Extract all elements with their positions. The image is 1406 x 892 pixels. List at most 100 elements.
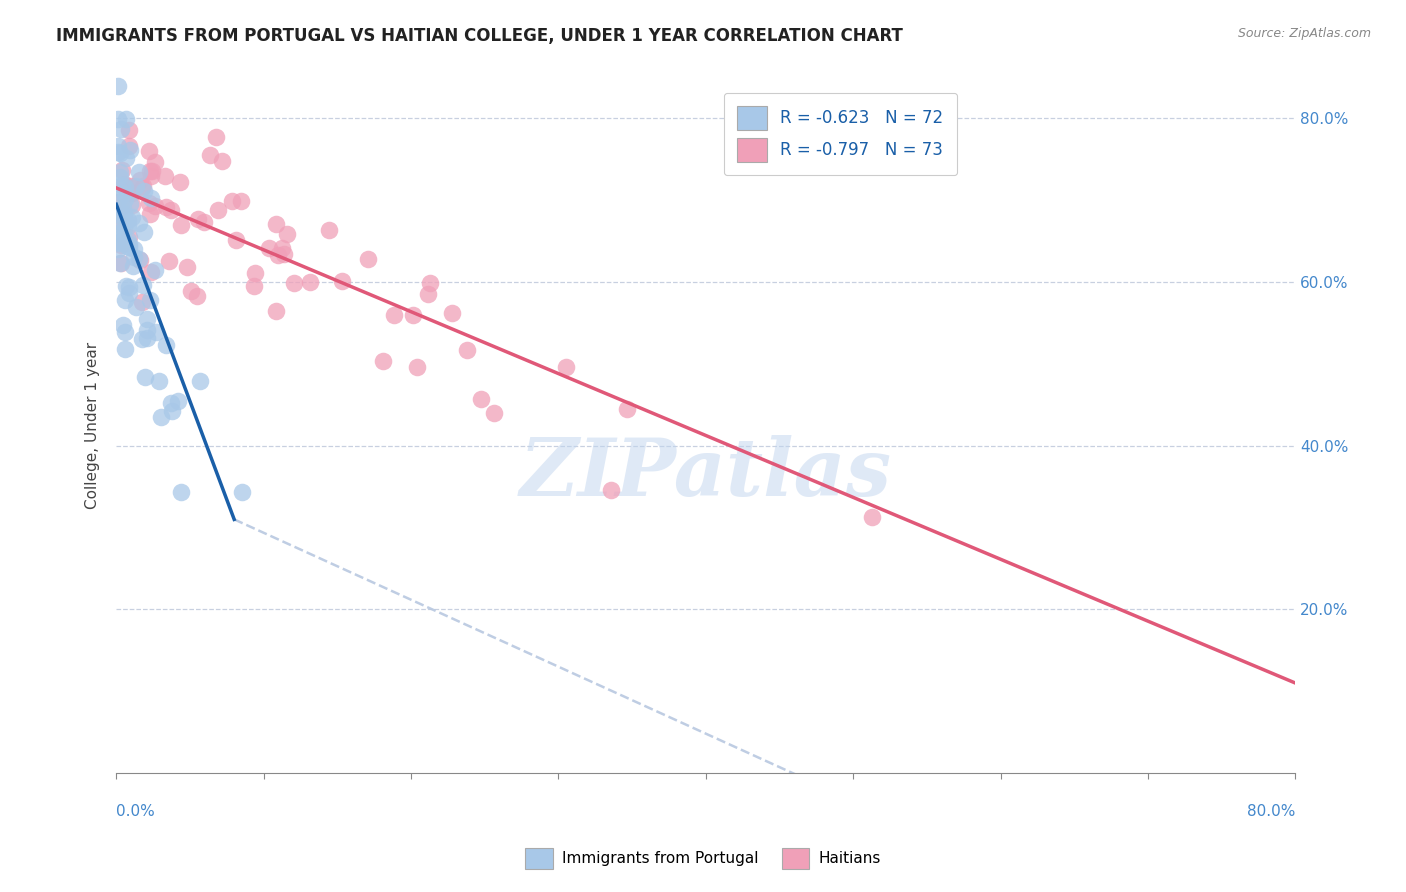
Point: [110, 200, 132, 214]
Point: [225, 233, 247, 247]
Point: [205, 130, 228, 145]
Point: [118, 280, 141, 294]
Point: [271, 241, 294, 255]
Point: [111, 178, 134, 193]
Point: [121, 198, 143, 212]
Point: [170, 218, 193, 232]
Point: [131, 181, 153, 195]
Point: [441, 306, 464, 320]
Point: [555, 360, 578, 375]
Point: [115, 112, 138, 126]
Legend: Immigrants from Portugal, Haitians: Immigrants from Portugal, Haitians: [519, 841, 887, 875]
Point: [148, 374, 170, 388]
Point: [108, 169, 131, 184]
Text: IMMIGRANTS FROM PORTUGAL VS HAITIAN COLLEGE, UNDER 1 YEAR CORRELATION CHART: IMMIGRANTS FROM PORTUGAL VS HAITIAN COLL…: [56, 27, 903, 45]
Point: [117, 233, 139, 247]
Point: [111, 318, 134, 333]
Point: [118, 230, 141, 244]
Point: [132, 184, 155, 198]
Point: [117, 219, 139, 233]
Point: [382, 308, 405, 322]
Point: [141, 164, 163, 178]
Point: [145, 199, 167, 213]
Point: [160, 404, 183, 418]
Point: [118, 240, 141, 254]
Point: [145, 325, 167, 339]
Point: [107, 78, 129, 93]
Point: [118, 237, 141, 252]
Point: [139, 191, 162, 205]
Point: [110, 122, 132, 136]
Point: [371, 354, 394, 368]
Point: [187, 211, 209, 226]
Point: [135, 331, 157, 345]
Point: [149, 409, 172, 424]
Point: [157, 254, 180, 268]
Point: [114, 178, 136, 192]
Point: [186, 289, 208, 303]
Point: [283, 276, 305, 290]
Point: [128, 252, 150, 266]
Point: [318, 223, 340, 237]
Text: 80.0%: 80.0%: [1247, 805, 1295, 820]
Text: ZIPatlas: ZIPatlas: [520, 435, 891, 513]
Point: [122, 260, 145, 274]
Point: [160, 396, 183, 410]
Point: [298, 276, 321, 290]
Point: [107, 112, 129, 127]
Point: [118, 285, 141, 300]
Point: [129, 173, 152, 187]
Point: [108, 256, 131, 270]
Point: [176, 260, 198, 274]
Point: [243, 279, 266, 293]
Point: [121, 186, 143, 201]
Point: [115, 278, 138, 293]
Point: [128, 164, 150, 178]
Point: [482, 406, 505, 420]
Point: [114, 180, 136, 194]
Point: [188, 375, 211, 389]
Point: [134, 369, 156, 384]
Point: [121, 211, 143, 225]
Point: [170, 485, 193, 500]
Point: [114, 342, 136, 356]
Point: [418, 286, 440, 301]
Point: [207, 202, 229, 217]
Point: [143, 263, 166, 277]
Point: [155, 338, 177, 352]
Point: [139, 169, 162, 183]
Point: [122, 242, 145, 256]
Text: Source: ZipAtlas.com: Source: ZipAtlas.com: [1237, 27, 1371, 40]
Point: [357, 252, 380, 267]
Point: [273, 247, 295, 261]
Point: [153, 169, 176, 184]
Point: [117, 212, 139, 227]
Point: [111, 201, 134, 215]
Point: [108, 208, 131, 222]
Point: [114, 192, 136, 206]
Point: [136, 312, 159, 326]
Point: [132, 178, 155, 193]
Point: [266, 303, 288, 318]
Point: [138, 164, 160, 178]
Point: [267, 248, 290, 262]
Text: 0.0%: 0.0%: [117, 805, 155, 820]
Point: [470, 392, 492, 406]
Point: [118, 197, 141, 211]
Point: [132, 226, 155, 240]
Point: [419, 276, 441, 290]
Point: [125, 300, 148, 314]
Point: [114, 293, 136, 307]
Point: [131, 332, 153, 346]
Point: [107, 145, 129, 159]
Point: [198, 148, 221, 162]
Point: [136, 323, 159, 337]
Point: [110, 238, 132, 252]
Point: [112, 207, 135, 221]
Point: [122, 250, 145, 264]
Point: [107, 235, 129, 249]
Point: [860, 510, 883, 524]
Point: [110, 146, 132, 161]
Point: [132, 277, 155, 292]
Point: [110, 163, 132, 178]
